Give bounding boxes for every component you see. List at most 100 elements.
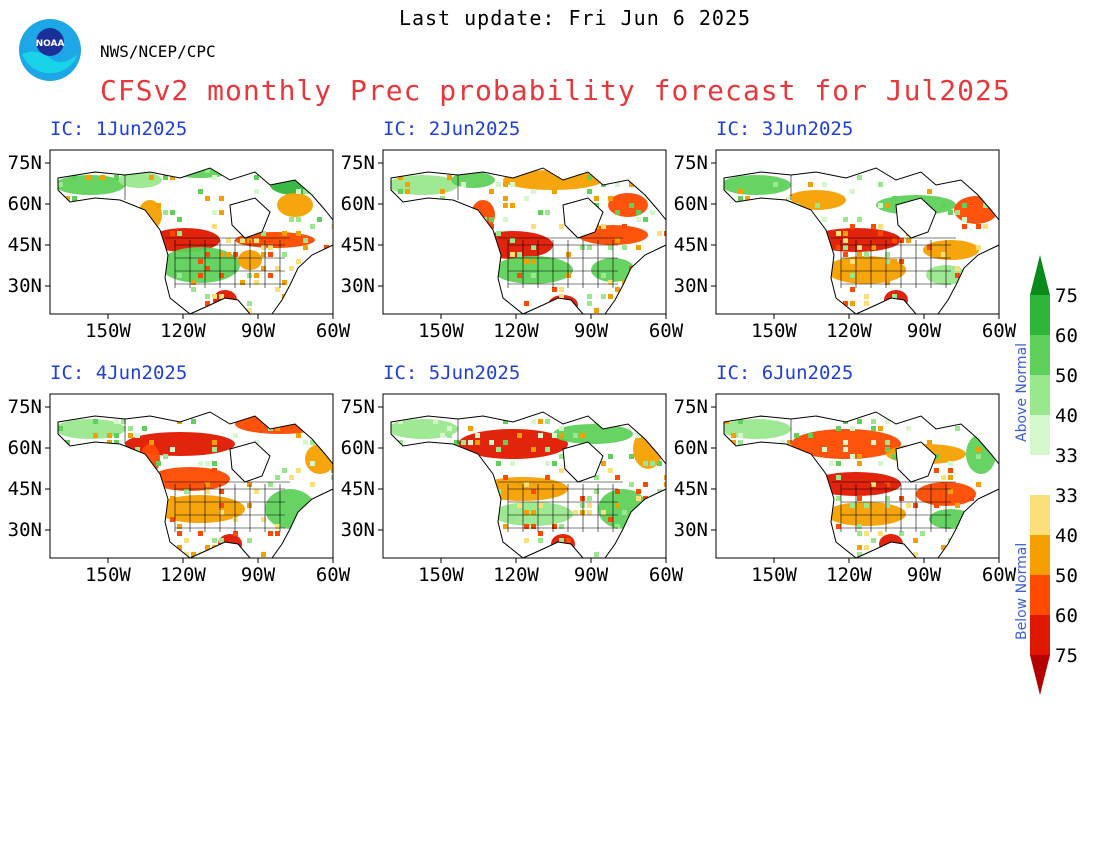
colorbar-segment xyxy=(1030,495,1050,535)
colorbar-below-level: 40 xyxy=(1055,525,1078,547)
lon-tick-label: 120W xyxy=(160,564,206,586)
lon-tick-label: 90W xyxy=(241,320,276,342)
lat-tick-label: 45N xyxy=(8,478,42,500)
colorbar-segment xyxy=(1030,335,1050,375)
map-panel-1: 75N 60N 45N 30N 150W 120W 90W 60W xyxy=(8,149,351,342)
lat-tick-label: 60N xyxy=(341,193,375,215)
below-normal-label: Below Normal xyxy=(1014,543,1030,640)
colorbar-bottom-arrow xyxy=(1030,655,1050,695)
map-panel-5: 75N 60N 45N 30N 150W 120W 90W 60W xyxy=(341,393,684,586)
lat-tick-label: 45N xyxy=(674,234,708,256)
colorbar-segment xyxy=(1030,615,1050,655)
lon-tick-label: 90W xyxy=(574,564,609,586)
coastline xyxy=(57,411,334,559)
noaa-logo: NOAA xyxy=(18,18,82,82)
colorbar-above-level: 33 xyxy=(1055,445,1078,467)
colorbar-above-level: 75 xyxy=(1055,285,1078,307)
lon-tick-label: 150W xyxy=(418,564,464,586)
colorbar-below-level: 33 xyxy=(1055,485,1078,507)
map-panel-3: 75N 60N 45N 30N 150W 120W 90W 60W xyxy=(674,149,1017,342)
lat-tick-label: 30N xyxy=(341,275,375,297)
panel-1-label: IC: 1Jun2025 xyxy=(50,118,188,140)
panel-4-label: IC: 4Jun2025 xyxy=(50,362,188,384)
lat-tick-label: 45N xyxy=(341,478,375,500)
logo-text: NOAA xyxy=(36,39,65,49)
above-normal-label: Above Normal xyxy=(1014,343,1030,442)
coastline xyxy=(723,167,1000,315)
map-panel-2: 75N 60N 45N 30N 150W 120W 90W 60W xyxy=(341,149,684,342)
political-boundaries xyxy=(457,175,623,288)
map-frame xyxy=(49,393,334,559)
lat-tick-label: 30N xyxy=(674,519,708,541)
lon-tick-label: 150W xyxy=(751,320,797,342)
lon-tick-label: 120W xyxy=(160,320,206,342)
lon-tick-label: 90W xyxy=(574,320,609,342)
panel-6-label: IC: 6Jun2025 xyxy=(716,362,854,384)
map-panel-6: 75N 60N 45N 30N 150W 120W 90W 60W xyxy=(674,393,1017,586)
coastline xyxy=(723,411,1000,559)
lat-tick-label: 75N xyxy=(341,396,375,418)
map-frame xyxy=(49,149,334,315)
colorbar-segment xyxy=(1030,375,1050,415)
organization: NWS/NCEP/CPC xyxy=(100,42,216,61)
lat-tick-label: 75N xyxy=(674,152,708,174)
colorbar-below-level: 75 xyxy=(1055,645,1078,667)
page-title: CFSv2 monthly Prec probability forecast … xyxy=(100,74,1011,107)
lat-tick-label: 60N xyxy=(674,193,708,215)
lon-tick-label: 120W xyxy=(826,320,872,342)
lat-tick-label: 45N xyxy=(674,478,708,500)
lon-tick-label: 90W xyxy=(907,320,942,342)
hudson-bay xyxy=(229,441,271,483)
colorbar-neutral xyxy=(1030,455,1050,495)
colorbar-above-level: 40 xyxy=(1055,405,1078,427)
colorbar-below-level: 60 xyxy=(1055,605,1078,627)
last-update: Last update: Fri Jun 6 2025 xyxy=(398,6,752,30)
map-frame xyxy=(382,149,667,315)
hudson-bay xyxy=(895,197,937,239)
lat-tick-label: 75N xyxy=(341,152,375,174)
lon-tick-label: 90W xyxy=(907,564,942,586)
lat-tick-label: 75N xyxy=(8,396,42,418)
lon-tick-label: 120W xyxy=(826,564,872,586)
hudson-bay xyxy=(562,441,604,483)
lon-tick-label: 150W xyxy=(85,564,131,586)
political-boundaries xyxy=(124,175,290,288)
hudson-bay xyxy=(895,441,937,483)
colorbar-segment xyxy=(1030,415,1050,455)
lon-tick-label: 120W xyxy=(493,320,539,342)
coastline xyxy=(57,167,334,315)
panel-5-label: IC: 5Jun2025 xyxy=(383,362,521,384)
lon-tick-label: 60W xyxy=(649,320,684,342)
lat-tick-label: 30N xyxy=(341,519,375,541)
panel-3-label: IC: 3Jun2025 xyxy=(716,118,854,140)
lon-tick-label: 60W xyxy=(316,320,351,342)
hudson-bay xyxy=(562,197,604,239)
colorbar-above-level: 50 xyxy=(1055,365,1078,387)
map-frame xyxy=(715,393,1000,559)
lon-tick-label: 150W xyxy=(418,320,464,342)
lat-tick-label: 60N xyxy=(674,437,708,459)
coastline xyxy=(390,167,667,315)
political-boundaries xyxy=(124,419,290,532)
map-frame xyxy=(715,149,1000,315)
lon-tick-label: 150W xyxy=(751,564,797,586)
colorbar-above-level: 60 xyxy=(1055,325,1078,347)
lat-tick-label: 45N xyxy=(8,234,42,256)
lon-tick-label: 60W xyxy=(649,564,684,586)
lon-tick-label: 150W xyxy=(85,320,131,342)
map-panel-4: 75N 60N 45N 30N 150W 120W 90W 60W xyxy=(8,393,351,586)
colorbar: 75 60 50 40 33 33 40 50 60 75 Above Normal Below No… xyxy=(1014,255,1078,695)
lat-tick-label: 45N xyxy=(341,234,375,256)
lat-tick-label: 60N xyxy=(8,193,42,215)
lat-tick-label: 30N xyxy=(674,275,708,297)
coastline xyxy=(390,411,667,559)
lat-tick-label: 60N xyxy=(8,437,42,459)
panel-2-label: IC: 2Jun2025 xyxy=(383,118,521,140)
lon-tick-label: 60W xyxy=(982,564,1017,586)
lon-tick-label: 60W xyxy=(316,564,351,586)
colorbar-segment xyxy=(1030,575,1050,615)
colorbar-segment xyxy=(1030,295,1050,335)
hudson-bay xyxy=(229,197,271,239)
lat-tick-label: 75N xyxy=(8,152,42,174)
